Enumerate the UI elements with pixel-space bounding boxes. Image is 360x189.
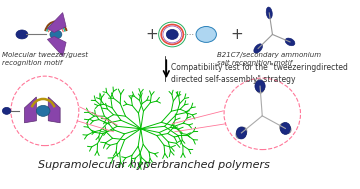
Text: B21C7/secondary ammonium
salt recognition motif: B21C7/secondary ammonium salt recognitio… [217, 52, 321, 66]
Text: Supramolecular hyperbranched polymers: Supramolecular hyperbranched polymers [38, 160, 270, 170]
Text: +: + [145, 27, 158, 42]
Polygon shape [48, 13, 66, 33]
Ellipse shape [50, 30, 62, 39]
Ellipse shape [166, 29, 178, 40]
Ellipse shape [36, 105, 50, 116]
Circle shape [255, 80, 265, 92]
Text: Molecular tweezer/guest
recognition motif: Molecular tweezer/guest recognition moti… [3, 52, 89, 66]
Circle shape [236, 127, 247, 139]
Text: +: + [230, 27, 243, 42]
Polygon shape [48, 36, 66, 56]
Text: Compatibility test for the "tweezeringdirected
directed self-assembly" strategy: Compatibility test for the "tweezeringdi… [171, 63, 347, 84]
Ellipse shape [16, 30, 28, 39]
Ellipse shape [285, 38, 295, 46]
Circle shape [280, 122, 291, 134]
Ellipse shape [266, 7, 272, 19]
Ellipse shape [3, 107, 11, 114]
Polygon shape [48, 97, 60, 123]
Ellipse shape [254, 44, 262, 53]
Polygon shape [24, 97, 36, 123]
Ellipse shape [196, 26, 216, 42]
